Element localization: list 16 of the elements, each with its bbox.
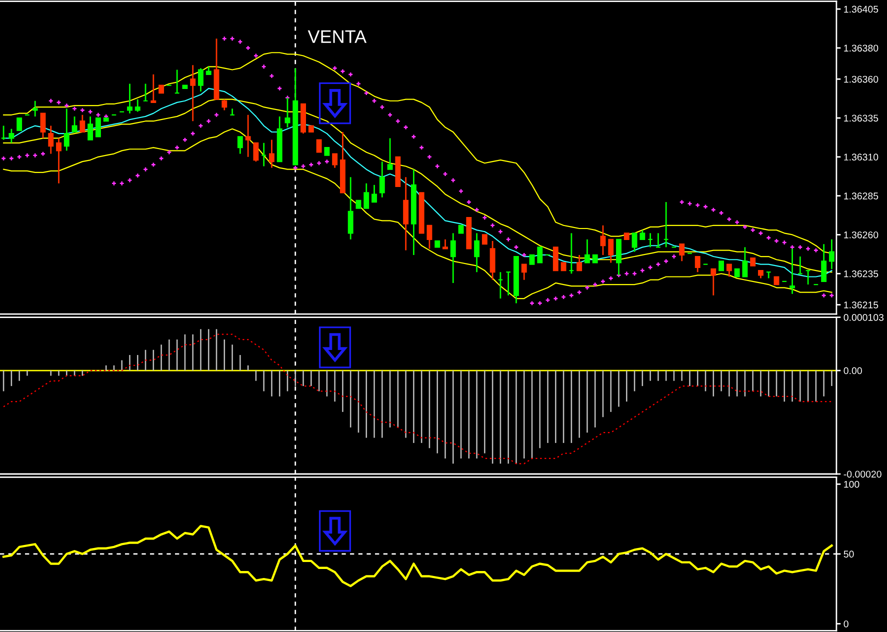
y-tick-label: 1.36260: [844, 231, 878, 238]
y-tick-label: 1.36405: [844, 6, 878, 13]
y-tick-label: 0: [844, 620, 848, 628]
y-tick-label: 0.00: [844, 367, 862, 374]
y-tick-label: 1.36235: [844, 270, 878, 278]
y-tick-label: 1.36310: [844, 154, 878, 161]
y-tick-label: -0.00020: [844, 470, 882, 478]
y-tick-label: 1.36335: [844, 114, 878, 122]
y-tick-label: 0.000103: [844, 314, 884, 321]
y-tick-label: 1.36380: [844, 44, 878, 52]
y-tick-label: 1.36215: [844, 302, 878, 308]
y-tick-label: 1.36285: [844, 192, 878, 200]
y-tick-label: 1.36360: [844, 76, 878, 83]
annotation: VENTA: [308, 30, 367, 43]
y-tick-label: 50: [844, 550, 854, 558]
y-tick-label: 100: [844, 480, 860, 488]
